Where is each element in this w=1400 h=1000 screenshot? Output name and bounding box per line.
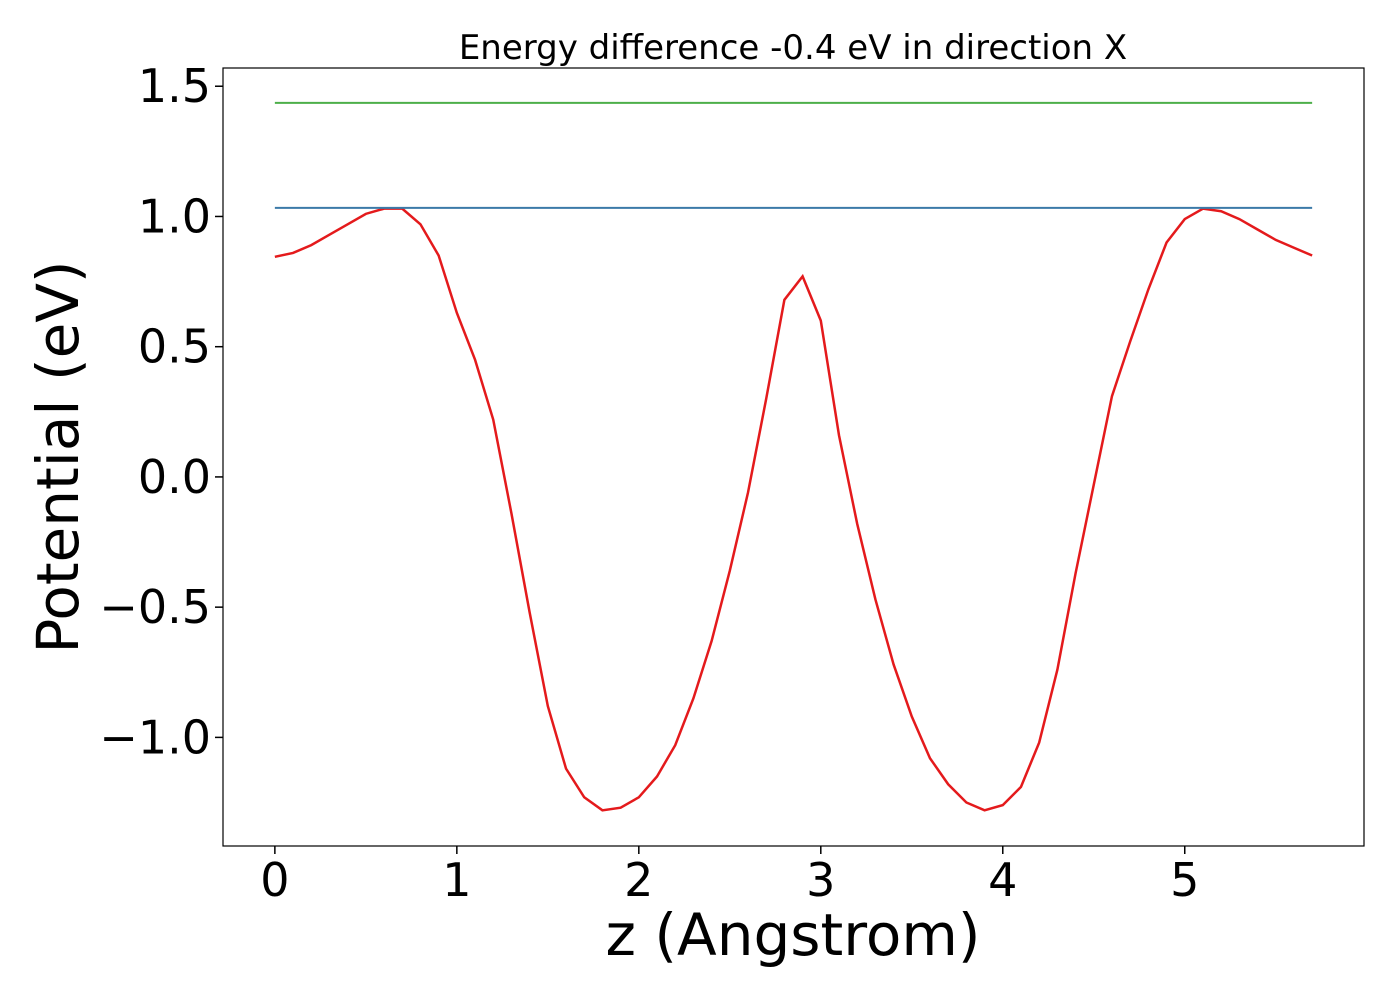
x-tick-label: 2 xyxy=(624,853,653,907)
x-tick-label: 5 xyxy=(1170,853,1199,907)
x-tick-label: 4 xyxy=(988,853,1017,907)
x-tick-label: 3 xyxy=(806,853,835,907)
chart-title: Energy difference -0.4 eV in direction X xyxy=(459,28,1127,68)
x-tick-label: 0 xyxy=(260,853,289,907)
plot-frame xyxy=(222,67,1365,847)
line-series xyxy=(274,207,1313,812)
x-axis-label: z (Angstrom) xyxy=(606,901,981,969)
y-tick-label: −0.5 xyxy=(99,580,211,634)
y-tick-label: 1.5 xyxy=(138,59,211,113)
y-tick-label: 0.0 xyxy=(138,450,211,504)
y-tick-label: 1.0 xyxy=(138,189,211,243)
y-tick-label: 0.5 xyxy=(138,320,211,374)
y-tick-label: −1.0 xyxy=(99,710,211,764)
y-axis-label: Potential (eV) xyxy=(24,260,92,653)
x-tick-label: 1 xyxy=(442,853,471,907)
